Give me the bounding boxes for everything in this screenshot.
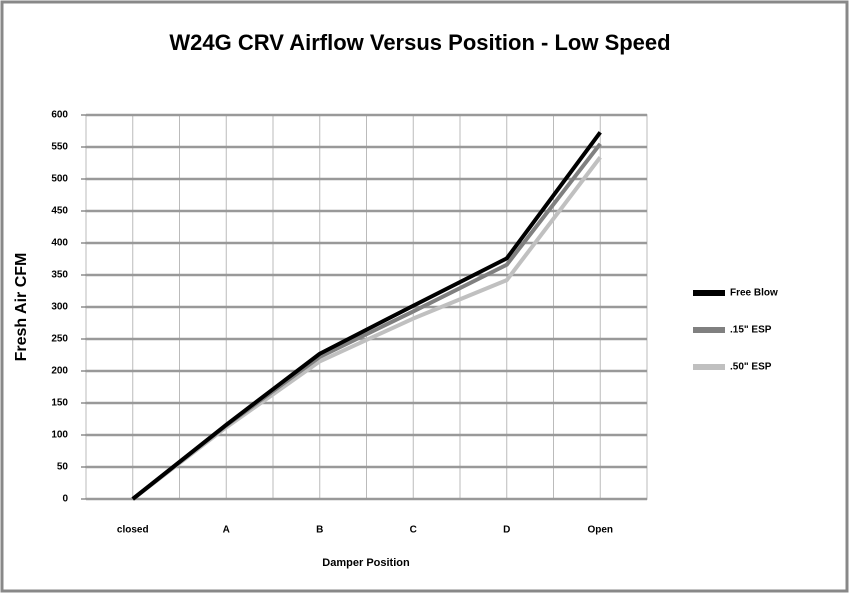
y-tick-label: 250 xyxy=(51,334,68,345)
x-tick-label: A xyxy=(223,525,230,536)
y-tick-label: 200 xyxy=(51,366,68,377)
legend-label: .50" ESP xyxy=(730,362,772,373)
y-tick-label: 150 xyxy=(51,398,68,409)
x-tick-label: closed xyxy=(117,525,149,536)
x-tick-label: C xyxy=(410,525,417,536)
y-tick-label: 0 xyxy=(62,494,68,505)
x-tick-label: Open xyxy=(587,525,613,536)
legend-label: Free Blow xyxy=(730,288,778,299)
legend-label: .15" ESP xyxy=(730,325,772,336)
chart-title: W24G CRV Airflow Versus Position - Low S… xyxy=(169,30,670,55)
y-tick-label: 50 xyxy=(57,462,69,473)
x-axis-label: Damper Position xyxy=(322,557,410,569)
y-tick-label: 600 xyxy=(51,110,68,121)
y-tick-label: 450 xyxy=(51,206,68,217)
series-line xyxy=(131,131,602,501)
y-axis-label: Fresh Air CFM xyxy=(13,253,30,362)
x-tick-label: B xyxy=(316,525,323,536)
y-tick-label: 400 xyxy=(51,238,68,249)
y-tick-label: 300 xyxy=(51,302,68,313)
y-tick-label: 350 xyxy=(51,270,68,281)
y-tick-label: 500 xyxy=(51,174,68,185)
y-tick-label: 100 xyxy=(51,430,68,441)
y-tick-label: 550 xyxy=(51,142,68,153)
x-tick-label: D xyxy=(503,525,510,536)
